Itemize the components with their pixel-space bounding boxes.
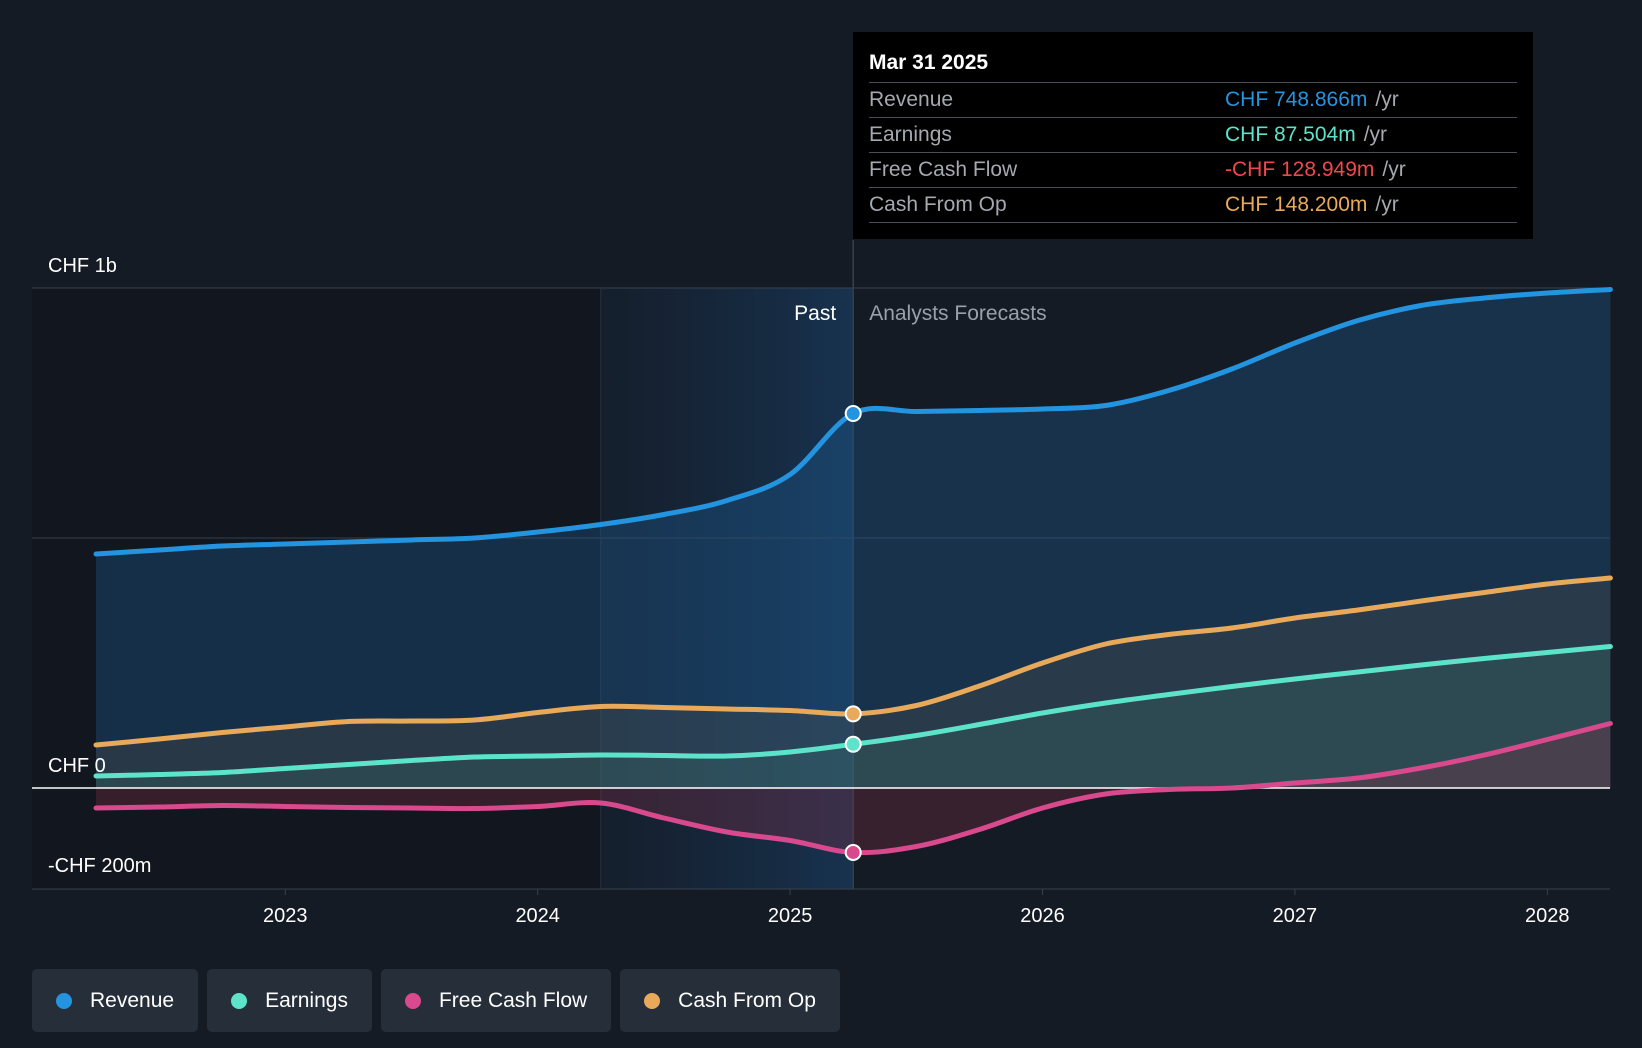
free-cash-flow-dot-icon <box>404 992 421 1009</box>
tooltip-unit: /yr <box>1375 88 1399 111</box>
legend-item-cash-from-op[interactable]: Cash From Op <box>620 969 840 1032</box>
tooltip-label: Cash From Op <box>869 193 1007 216</box>
tooltip-label: Earnings <box>869 123 952 146</box>
tooltip-unit: /yr <box>1382 158 1406 181</box>
tooltip-row-free-cash-flow: Free Cash Flow -CHF 128.949m /yr <box>869 152 1517 187</box>
hover-tooltip: Mar 31 2025 Revenue CHF 748.866m /yr Ear… <box>853 32 1533 239</box>
legend-item-earnings[interactable]: Earnings <box>207 969 372 1032</box>
legend-item-revenue[interactable]: Revenue <box>32 969 199 1032</box>
tooltip-value: CHF 748.866m <box>1225 88 1368 111</box>
y-axis-label: CHF 1b <box>48 255 117 277</box>
tooltip-row-cash-from-op: Cash From Op CHF 148.200m /yr <box>869 187 1517 223</box>
revenue-dot-icon <box>56 992 72 1009</box>
tooltip-label: Revenue <box>869 88 954 111</box>
tooltip-value: CHF 148.200m <box>1225 193 1368 216</box>
x-tick-label: 2026 <box>1020 905 1065 927</box>
forecast-label: Analysts Forecasts <box>869 302 1046 325</box>
legend-label: Earnings <box>265 988 348 1012</box>
revenue-marker <box>844 405 862 422</box>
revenue-area <box>96 289 1611 788</box>
cash-from-op-dot-icon <box>644 992 661 1009</box>
tooltip-label: Free Cash Flow <box>869 158 1018 181</box>
hover-markers <box>844 405 862 861</box>
gridlines <box>32 240 1610 890</box>
x-tick-label: 2027 <box>1273 905 1318 927</box>
tooltip-value: CHF 87.504m <box>1225 123 1356 146</box>
tooltip-row-earnings: Earnings CHF 87.504m /yr <box>869 117 1517 152</box>
y-axis-label: CHF 0 <box>48 755 106 777</box>
earnings-marker <box>844 735 862 753</box>
tooltip-row-revenue: Revenue CHF 748.866m /yr <box>869 82 1517 117</box>
earnings-area <box>96 646 1611 788</box>
cash-from-op-marker <box>844 705 862 723</box>
y-axis-label: -CHF 200m <box>48 855 151 877</box>
last-year-highlight <box>600 288 854 889</box>
past-label: Past <box>794 302 836 325</box>
free-cash-flow-marker <box>844 843 862 861</box>
tooltip-date: Mar 31 2025 <box>869 51 989 74</box>
tooltip-value: -CHF 128.949m <box>1225 158 1375 181</box>
tooltip-unit: /yr <box>1375 193 1399 216</box>
x-tick-label: 2024 <box>515 905 560 927</box>
x-tick-label: 2025 <box>768 905 813 927</box>
legend-label: Free Cash Flow <box>438 988 588 1012</box>
earnings-dot-icon <box>231 992 248 1009</box>
tooltip-unit: /yr <box>1363 123 1388 146</box>
legend-label: Revenue <box>90 988 175 1012</box>
legend: Revenue Earnings Free Cash Flow Cash Fro… <box>32 969 840 1032</box>
legend-item-free-cash-flow[interactable]: Free Cash Flow <box>380 969 612 1032</box>
x-tick-label: 2023 <box>263 905 308 927</box>
legend-label: Cash From Op <box>678 988 816 1012</box>
x-tick-label: 2028 <box>1525 905 1570 927</box>
